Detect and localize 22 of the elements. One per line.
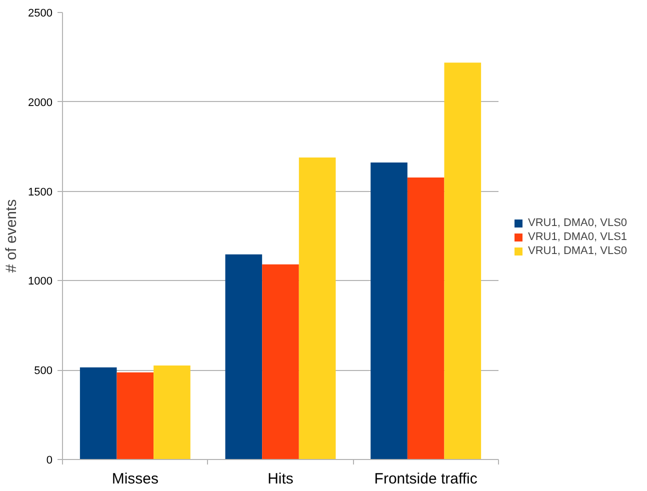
y-tick-label: 2000 [28,96,53,109]
y-tick-label: 1000 [28,276,53,288]
y-axis-title: # of events [3,199,20,273]
legend-label: VRU1, DMA1, VLS0 [528,244,628,256]
bar [225,254,262,460]
x-tick-label: Misses [112,470,159,488]
bar [262,264,299,460]
bar [370,162,408,460]
bar [407,178,444,460]
legend-label: VRU1, DMA0, VLS0 [528,216,628,228]
y-tick-label: 2500 [28,8,53,20]
y-tick-label: 500 [34,365,53,378]
bar [154,365,190,460]
bar [444,62,482,460]
x-tick-label: Frontside traffic [374,470,478,488]
x-tick-label: Hits [268,470,294,488]
y-tick-label: 0 [46,454,53,466]
bar [80,367,117,460]
legend-label: VRU1, DMA0, VLS1 [528,230,628,242]
bar [116,372,154,460]
bar [298,158,336,460]
y-tick-label: 1500 [28,186,53,198]
